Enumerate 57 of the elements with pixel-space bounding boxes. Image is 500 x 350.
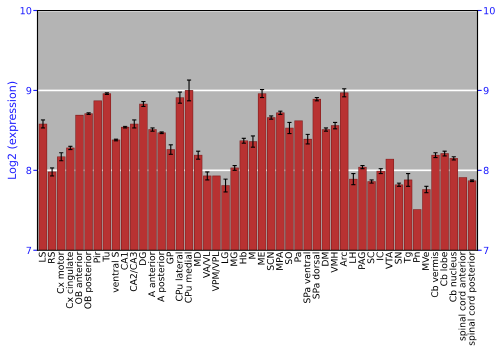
y-tick-label: 10 (20, 6, 32, 14)
x-tick-label: MD (194, 252, 201, 266)
x-tick-label: MPA (276, 252, 283, 270)
y2-tick-label: 7 (484, 246, 488, 254)
x-tick-label: M (248, 252, 256, 259)
x-tick-label: GP (166, 252, 174, 264)
x-tick-label: RS (48, 252, 55, 263)
x-tick-label: Cb vermis (431, 252, 438, 298)
x-tick-label: Tu (102, 252, 110, 262)
x-tick-label: CPu lateral (175, 252, 183, 301)
x-tick-label: OB anterior (75, 252, 82, 304)
x-tick-label: spinal cord posterior (468, 252, 476, 346)
x-tick-label: MG (230, 252, 238, 266)
x-tick-label: SC (367, 252, 374, 264)
x-tick-label: Tg (404, 252, 413, 264)
y-axis-title: Log2 (expression) (7, 82, 18, 179)
x-tick-label: Pn (413, 252, 420, 262)
x-tick-label: DG (139, 252, 146, 265)
y-tick-label: 7 (26, 246, 32, 254)
x-tick-label: spinal cord anterior (458, 252, 468, 341)
x-tick-label: ME (258, 252, 265, 264)
x-tick-label: CPu medial (184, 252, 192, 303)
y-tick-label: 9 (26, 86, 32, 94)
x-tick-label: SPa dorsal (312, 252, 320, 299)
x-tick-label: MVe (422, 252, 430, 270)
x-tick-label: DM (322, 252, 328, 266)
x-tick-label: LS (38, 252, 46, 262)
x-tick-label: A posterior (157, 252, 166, 302)
x-tick-label: LG (221, 252, 228, 263)
x-tick-label: PAG (358, 252, 366, 269)
x-tick-label: IC (376, 252, 384, 260)
x-tick-label: LH (349, 252, 356, 263)
x-tick-label: VA/VL (203, 252, 211, 278)
x-tick-label: VMH (330, 252, 338, 273)
x-tick-label: Cx cingulate (66, 252, 75, 308)
x-tick-label: Cb nucleus (449, 252, 456, 302)
x-tick-label: SO (285, 252, 292, 264)
y2-tick-label: 8 (484, 166, 489, 174)
x-tick-label: CA2/CA3 (130, 252, 138, 292)
x-tick-label: Cb lobe (440, 252, 448, 286)
y2-tick-label: 9 (484, 86, 489, 94)
x-tick-label: Arc (340, 252, 347, 266)
x-tick-label: SCN (266, 252, 274, 270)
y2-tick-label: 10 (484, 6, 495, 14)
x-tick-label: Pir (93, 252, 100, 262)
y-tick-label: 8 (26, 166, 32, 174)
x-tick-label: OB posterior (84, 252, 94, 309)
x-tick-label: VTA (386, 252, 392, 269)
x-tick-label: Hb (239, 252, 246, 264)
x-tick-label: SN (394, 252, 402, 264)
x-tick-label: Cx motor (56, 252, 64, 294)
x-tick-label: A anterior (148, 252, 156, 298)
x-tick-label: Pa (294, 252, 302, 262)
x-tick-label: ventral S (112, 252, 119, 292)
x-tick-label: CA1 (120, 252, 128, 270)
x-tick-label: SPa ventral (303, 252, 310, 303)
x-tick-label: VPM/VPL (212, 252, 220, 292)
